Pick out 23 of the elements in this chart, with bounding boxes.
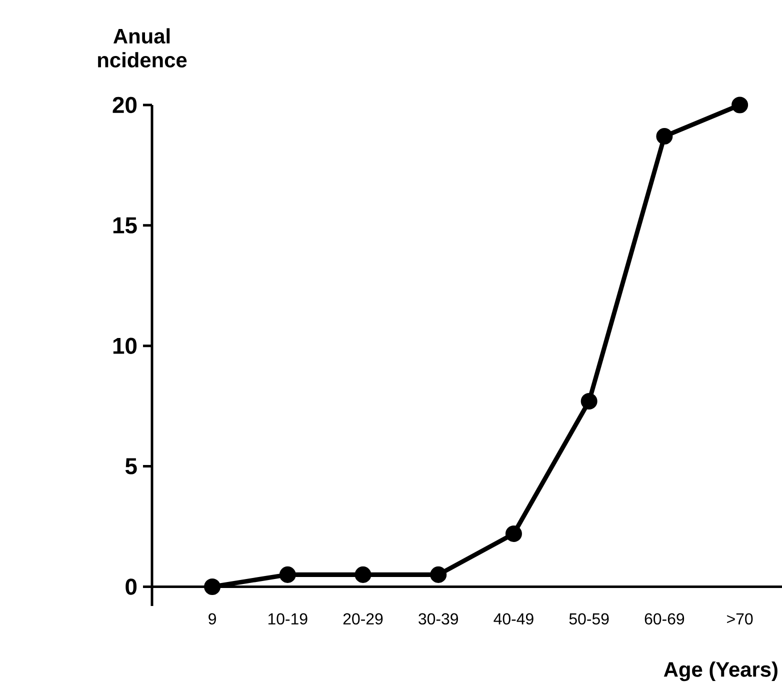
point <box>204 578 221 595</box>
point <box>430 566 447 583</box>
y-tick-label: 15 <box>113 217 137 234</box>
x-tick-label: 9 <box>208 613 216 625</box>
y-tick-label: 20 <box>112 96 137 114</box>
y-tick-label: 0 <box>126 578 137 595</box>
x-tick-label: 60-69 <box>644 613 684 625</box>
x-tick-label: 10-19 <box>268 613 308 625</box>
x-tick-label: 50-59 <box>569 613 609 625</box>
x-axis-title: Age (Years) <box>664 662 778 682</box>
x-tick-label: 40-49 <box>494 613 534 625</box>
point <box>354 566 372 583</box>
point <box>580 393 598 410</box>
point <box>732 96 748 114</box>
point <box>279 566 296 583</box>
y-tick-label: 5 <box>125 458 137 474</box>
x-tick-label: 20-29 <box>343 613 383 625</box>
point <box>656 128 673 145</box>
point <box>505 525 522 542</box>
y-tick-label: 10 <box>113 338 137 354</box>
x-tick-label: 30-39 <box>418 613 458 625</box>
y-axis-title: Anual ncidence <box>98 28 187 68</box>
x-tick-label: >70 <box>727 613 753 625</box>
